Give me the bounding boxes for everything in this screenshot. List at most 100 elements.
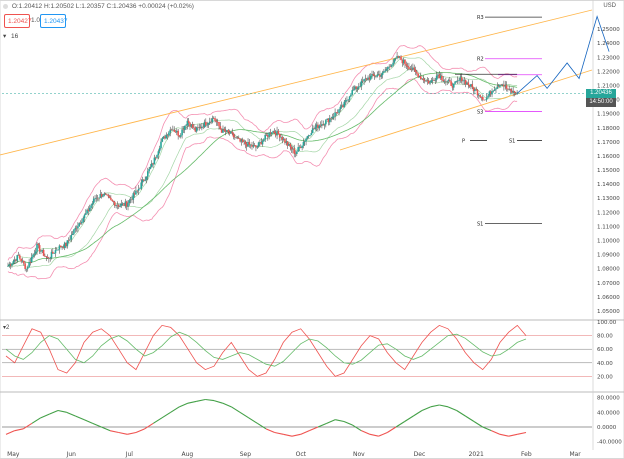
candle-body <box>471 84 474 88</box>
candle-body <box>239 138 241 142</box>
momentum-line <box>508 433 518 437</box>
candle-body <box>294 153 297 155</box>
candle-body <box>178 135 181 137</box>
y-tick-label: 1.14000 <box>597 182 620 188</box>
candle-body <box>248 142 251 145</box>
momentum-line <box>430 404 440 408</box>
currency-flag-icon <box>3 3 8 9</box>
candle-body <box>199 126 202 129</box>
stoch-tick-label: 20.00 <box>597 374 613 380</box>
candle-body <box>350 94 352 97</box>
candle-body <box>99 194 102 198</box>
candle-body <box>450 81 452 86</box>
candle-body <box>69 239 71 241</box>
momentum-line <box>66 411 76 417</box>
candle-body <box>132 193 135 200</box>
candle-body <box>315 124 318 128</box>
candle-body <box>189 122 191 127</box>
candle-body <box>485 97 488 100</box>
candle-body <box>400 56 402 60</box>
candle-body <box>117 205 120 207</box>
indicator-toggle[interactable]: ▾ 16 <box>3 32 18 40</box>
candle-body <box>91 203 94 206</box>
candle-body <box>261 141 264 145</box>
candle-body <box>119 205 121 207</box>
candle-body <box>329 118 331 123</box>
momentum-line <box>473 421 483 428</box>
momentum-line <box>118 431 128 435</box>
candle-body <box>321 124 323 126</box>
candle-body <box>219 126 222 129</box>
candle-body <box>342 105 344 108</box>
candle-body <box>140 182 143 189</box>
momentum-tick-label: -40.0000 <box>597 440 622 446</box>
candle-body <box>371 73 373 76</box>
momentum-line <box>291 433 301 437</box>
candle-body <box>110 197 112 200</box>
y-tick-label: 1.19000 <box>597 112 620 118</box>
candle-body <box>114 202 116 206</box>
candle-body <box>445 81 447 82</box>
candle-body <box>398 56 401 58</box>
sell-price-button[interactable]: 1.20427 <box>4 14 32 28</box>
candle-body <box>379 74 381 77</box>
momentum-line <box>49 409 59 415</box>
envelope-lower-line <box>7 68 518 268</box>
candle-body <box>435 75 438 80</box>
candle-body <box>107 194 110 197</box>
momentum-line <box>23 422 33 430</box>
candle-body <box>351 90 354 95</box>
candle-body <box>343 101 346 108</box>
candle-body <box>182 129 185 131</box>
momentum-line <box>265 428 275 434</box>
candle-body <box>336 112 339 114</box>
momentum-line <box>421 406 431 412</box>
candle-body <box>32 254 34 258</box>
candle-body <box>78 223 81 227</box>
candle-body <box>183 125 186 131</box>
candle-body <box>41 249 44 252</box>
candle-body <box>59 245 62 248</box>
candle-body <box>8 264 11 266</box>
moving-average-line <box>7 72 518 267</box>
candle-body <box>472 87 475 92</box>
candle-body <box>422 78 425 81</box>
momentum-line <box>439 404 449 408</box>
candle-body <box>306 136 309 139</box>
candle-body <box>94 198 96 200</box>
candle-body <box>67 240 70 241</box>
momentum-line <box>57 409 67 413</box>
candle-body <box>125 201 128 207</box>
buy-price-button[interactable]: 1.20437 <box>40 14 68 28</box>
momentum-line <box>222 402 232 408</box>
momentum-tick-label: 40.0000 <box>597 410 620 416</box>
candle-body <box>179 135 182 137</box>
candle-body <box>348 96 351 100</box>
candle-body <box>28 262 30 268</box>
candle-body <box>356 87 359 90</box>
candle-body <box>325 120 327 125</box>
momentum-line <box>387 426 397 433</box>
y-tick-label: 1.09000 <box>597 253 620 259</box>
momentum-line <box>369 433 379 437</box>
candle-body <box>100 194 103 197</box>
candle-body <box>511 90 513 93</box>
candle-body <box>474 89 476 92</box>
candle-body <box>136 190 139 192</box>
candle-body <box>365 78 368 80</box>
candle-body <box>144 179 146 181</box>
candle-body <box>223 128 226 131</box>
candle-body <box>232 133 235 138</box>
candle-body <box>137 189 140 191</box>
momentum-line <box>309 426 319 432</box>
candle-body <box>53 253 55 254</box>
x-tick-label: Oct <box>296 451 307 458</box>
candle-body <box>375 76 377 77</box>
candle-body <box>426 80 429 82</box>
candle-body <box>92 198 95 204</box>
y-tick-label: 1.17000 <box>597 140 620 146</box>
candle-body <box>253 145 256 146</box>
candle-body <box>260 142 263 145</box>
momentum-line <box>92 422 102 428</box>
